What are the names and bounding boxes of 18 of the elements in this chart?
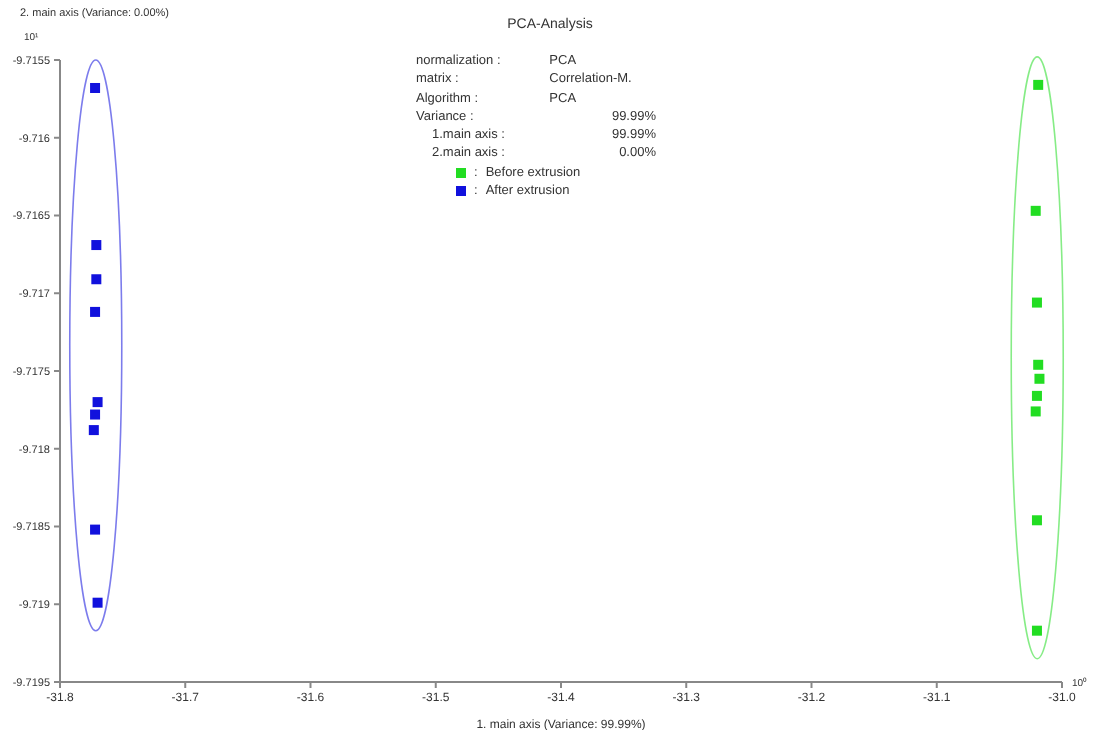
- point: [92, 397, 103, 408]
- point: [1031, 625, 1042, 636]
- point: [1031, 297, 1042, 308]
- point: [1030, 205, 1041, 216]
- point: [1030, 406, 1041, 417]
- point: [90, 524, 101, 535]
- point: [1033, 359, 1044, 370]
- point: [1034, 373, 1045, 384]
- point: [1031, 515, 1042, 526]
- point: [92, 597, 103, 608]
- point: [91, 274, 102, 285]
- point: [91, 240, 102, 251]
- point: [90, 306, 101, 317]
- point: [1033, 79, 1044, 90]
- point: [88, 425, 99, 436]
- point: [90, 82, 101, 93]
- point: [90, 409, 101, 420]
- point: [1031, 390, 1042, 401]
